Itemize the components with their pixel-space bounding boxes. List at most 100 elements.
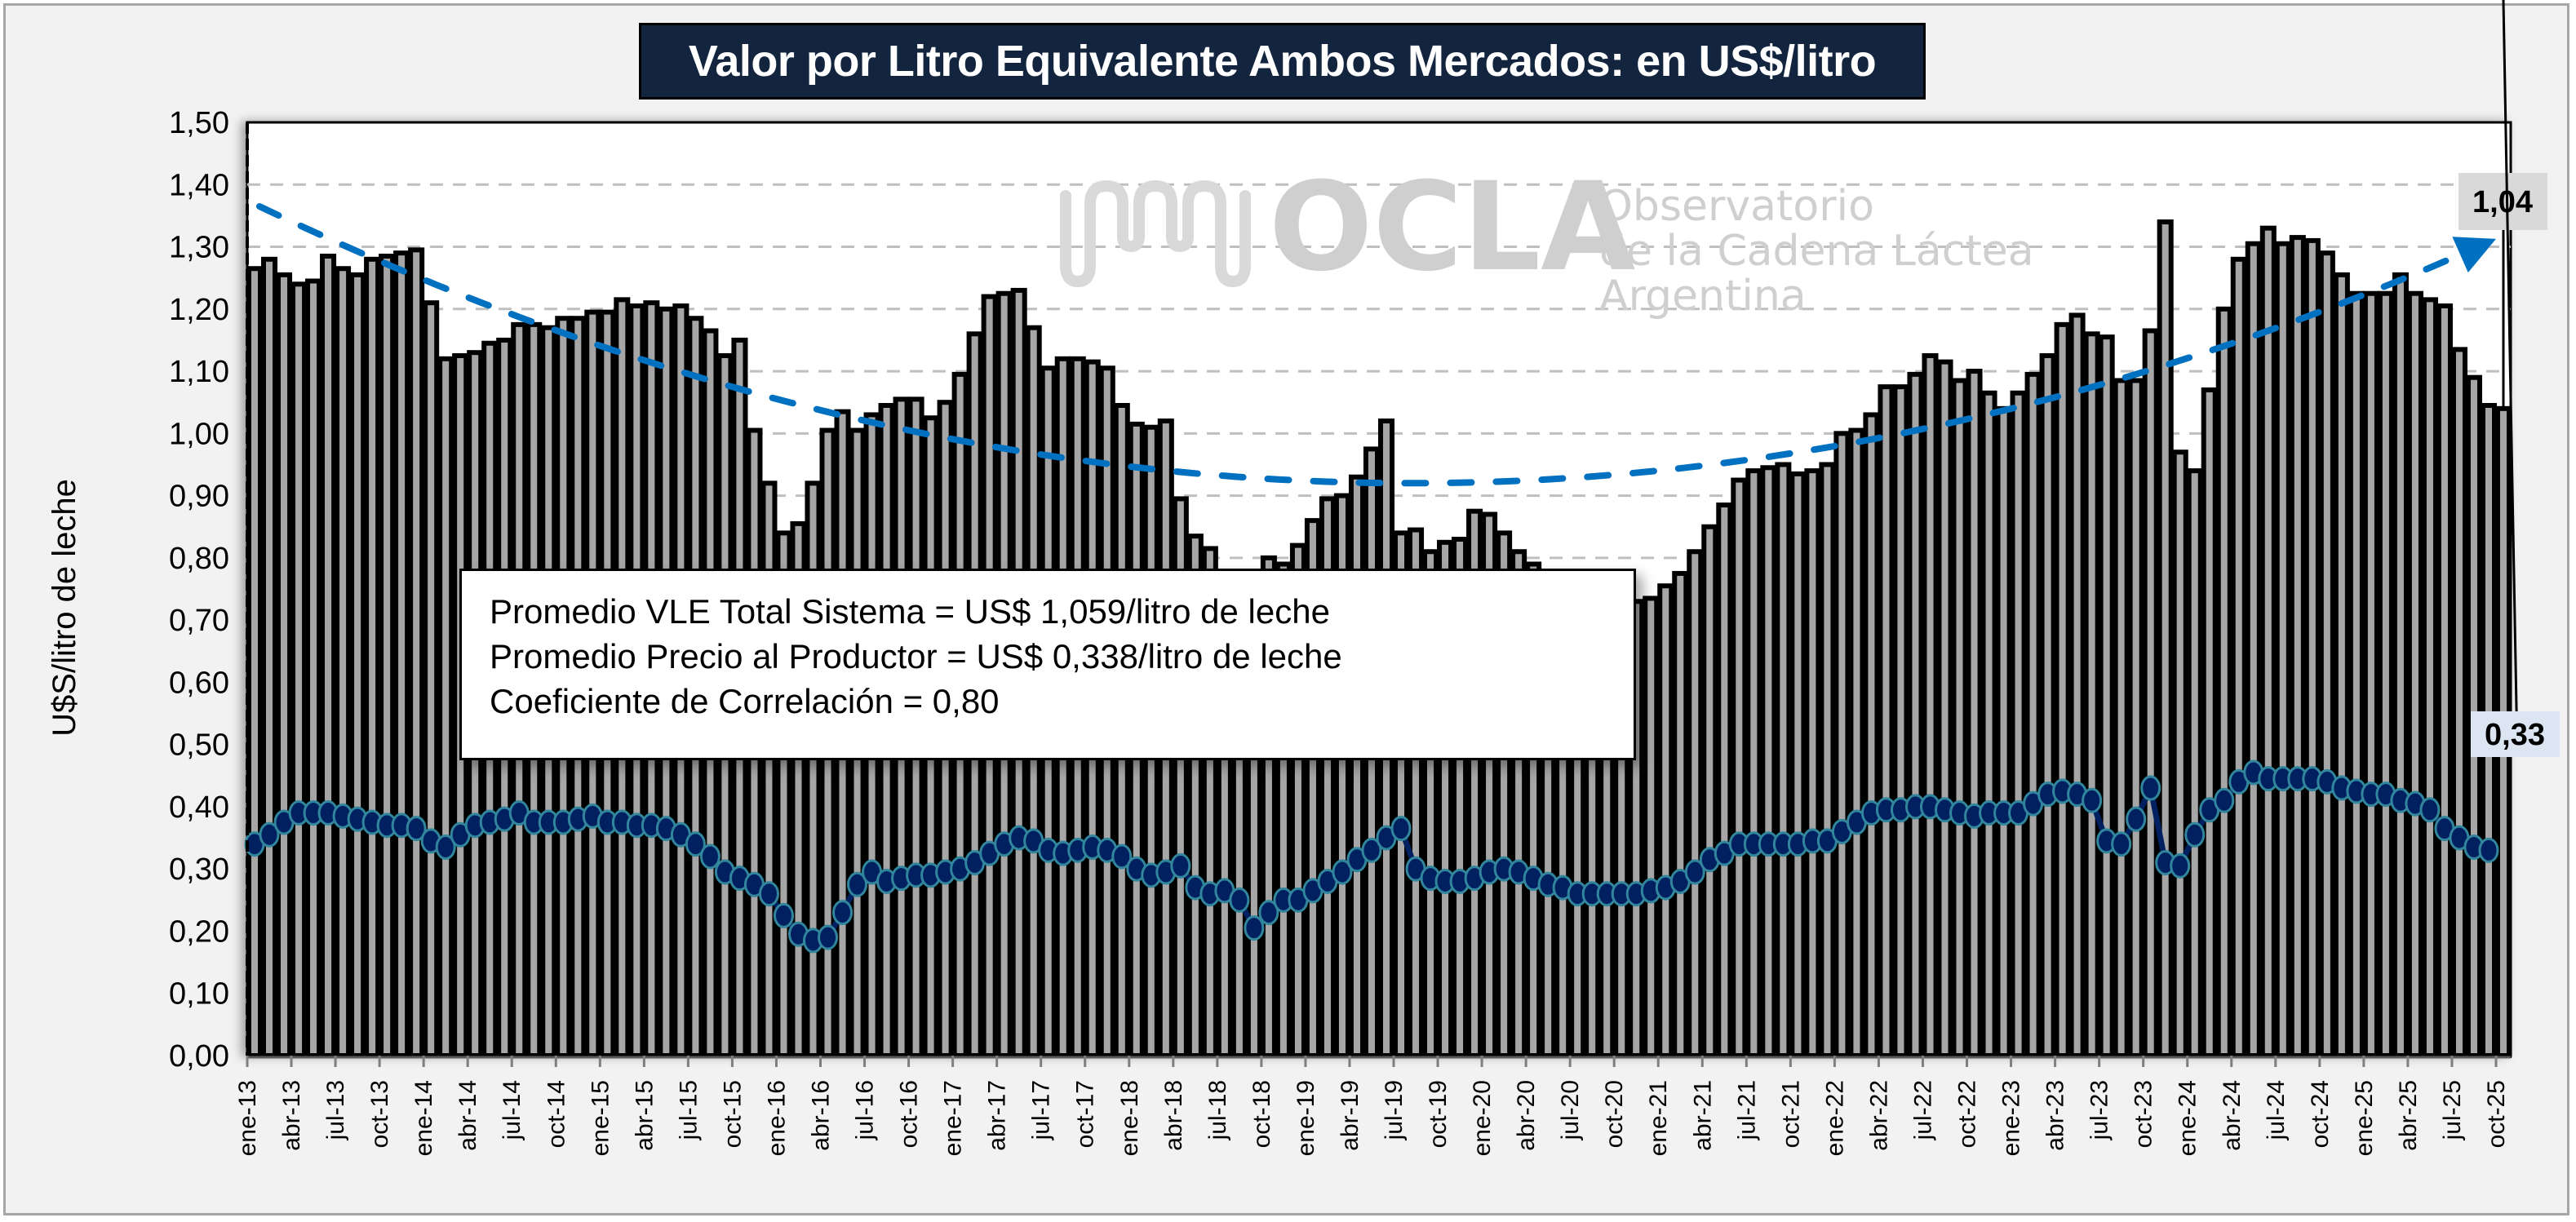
- x-tick-label: jul-25: [2439, 1080, 2466, 1140]
- logo-line2: de la Cadena Láctea: [1599, 227, 2034, 276]
- vle-bar: [290, 281, 308, 1058]
- vle-bar: [2377, 290, 2394, 1058]
- vle-bar: [364, 256, 381, 1058]
- y-tick-label: 0,10: [169, 977, 229, 1012]
- producer-point: [2170, 852, 2191, 879]
- vle-bar: [2230, 256, 2247, 1058]
- x-tick-label: oct-21: [1777, 1080, 1804, 1148]
- producer-point: [1390, 816, 1412, 842]
- x-tick-label: jul-24: [2263, 1080, 2290, 1140]
- vle-bar: [1745, 468, 1762, 1058]
- x-axis: ene-13 abr-13 jul-13 oct-13 ene-14 abr-14 jul-…: [234, 1056, 2511, 1156]
- vle-bar: [1878, 384, 1895, 1058]
- vle-bar: [2010, 390, 2027, 1058]
- vle-bar: [1980, 390, 1997, 1058]
- vle-bar: [2421, 297, 2438, 1058]
- producer-point: [699, 843, 720, 870]
- y-tick-label: 1,50: [169, 106, 229, 140]
- vle-bar: [2259, 225, 2277, 1058]
- y-tick-label: 0,80: [169, 542, 229, 576]
- stat-avg-producer: Promedio Precio al Productor = US$ 0,338…: [490, 637, 1342, 675]
- vle-bar: [1657, 583, 1674, 1058]
- producer-price-line: [244, 759, 2499, 954]
- vle-last-label: 1,04: [2472, 185, 2533, 219]
- vle-bar: [1922, 353, 1939, 1058]
- vle-bar: [1848, 427, 1865, 1058]
- vle-bar: [379, 253, 396, 1058]
- vle-bar: [2201, 387, 2218, 1058]
- y-tick-label: 0,90: [169, 480, 229, 514]
- vle-bar: [246, 266, 264, 1058]
- vle-bar: [1701, 524, 1718, 1058]
- y-tick-label: 1,40: [169, 168, 229, 202]
- vle-bar: [437, 356, 454, 1058]
- vle-bar: [1833, 431, 1851, 1058]
- vle-bar: [2274, 241, 2291, 1059]
- y-tick-label: 1,30: [169, 231, 229, 265]
- ocla-watermark: OCLA Observatorio de la Cadena Láctea Ar…: [1060, 157, 2034, 321]
- vle-bar: [2142, 328, 2159, 1058]
- vle-bar: [2215, 306, 2232, 1058]
- x-tick-label: jul-14: [499, 1080, 525, 1140]
- y-tick-label: 1,20: [169, 293, 229, 327]
- vle-bar: [2245, 241, 2262, 1059]
- vle-bar: [1863, 412, 1880, 1059]
- x-tick-label: ene-24: [2175, 1080, 2201, 1156]
- x-tick-label: ene-14: [410, 1080, 437, 1156]
- x-tick-label: jul-23: [2086, 1080, 2113, 1140]
- vle-bar: [1760, 465, 1777, 1058]
- producer-point: [2126, 806, 2147, 832]
- x-tick-label: ene-21: [1645, 1080, 1672, 1156]
- stat-avg-vle: Promedio VLE Total Sistema = US$ 1,059/l…: [490, 592, 1330, 631]
- vle-bar: [2098, 334, 2115, 1058]
- producer-point: [406, 816, 427, 842]
- y-axis-label: U$S/litro de leche: [47, 479, 82, 737]
- x-tick-label: oct-24: [2307, 1080, 2334, 1148]
- vle-bar: [2054, 321, 2071, 1059]
- vle-bar: [2083, 331, 2100, 1059]
- vle-bar: [2303, 237, 2321, 1058]
- vle-bar: [2333, 272, 2350, 1058]
- vle-bar: [393, 250, 410, 1059]
- producer-point: [2184, 821, 2206, 848]
- vle-bar: [2068, 312, 2086, 1058]
- producer-last-label: 0,33: [2485, 718, 2545, 752]
- vle-bar: [1775, 462, 1792, 1058]
- x-tick-label: jul-21: [1733, 1080, 1760, 1140]
- x-tick-label: ene-25: [2351, 1080, 2378, 1156]
- x-tick-label: oct-19: [1425, 1080, 1452, 1148]
- x-tick-label: jul-20: [1557, 1080, 1584, 1140]
- producer-point: [2111, 831, 2132, 857]
- x-tick-label: abr-15: [631, 1080, 658, 1151]
- milk-wave-icon: [1060, 179, 1251, 288]
- x-tick-label: abr-22: [1865, 1080, 1892, 1151]
- producer-point: [259, 821, 280, 848]
- producer-point: [847, 871, 868, 897]
- x-tick-label: abr-16: [808, 1080, 835, 1151]
- producer-point: [2140, 775, 2161, 801]
- vle-bar: [2039, 353, 2056, 1058]
- x-tick-label: jul-22: [1909, 1080, 1936, 1140]
- stats-textbox: Promedio VLE Total Sistema = US$ 1,059/l…: [459, 569, 1636, 760]
- x-tick-label: abr-23: [2042, 1080, 2069, 1151]
- y-tick-label: 0,30: [169, 852, 229, 887]
- x-tick-label: abr-14: [454, 1080, 481, 1151]
- producer-point: [685, 831, 706, 857]
- vle-bar: [2362, 290, 2379, 1058]
- vle-bar: [1643, 596, 1660, 1058]
- vle-bar: [2289, 235, 2306, 1058]
- x-tick-label: oct-20: [1601, 1080, 1628, 1148]
- producer-point: [1332, 859, 1353, 885]
- producer-point: [773, 902, 794, 928]
- vle-bar: [1731, 477, 1748, 1058]
- x-tick-label: abr-25: [2395, 1080, 2422, 1151]
- vle-bar: [349, 272, 366, 1058]
- x-tick-label: abr-24: [2219, 1080, 2246, 1151]
- vle-bar: [2113, 378, 2130, 1058]
- producer-point: [1229, 887, 1250, 913]
- vle-bar: [2450, 347, 2467, 1058]
- producer-point: [1258, 900, 1279, 926]
- vle-bar: [260, 256, 278, 1058]
- y-tick-label: 0,20: [169, 914, 229, 949]
- x-tick-label: oct-17: [1072, 1080, 1099, 1148]
